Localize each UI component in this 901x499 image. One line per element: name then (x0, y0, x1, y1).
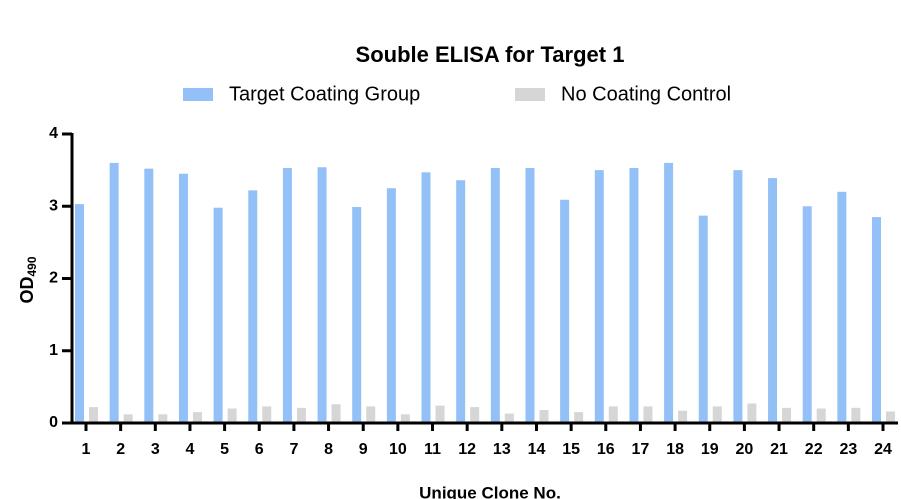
chart-title: Souble ELISA for Target 1 (356, 42, 625, 67)
bar (75, 204, 84, 423)
bar (296, 407, 306, 423)
y-axis-label-sub: 490 (25, 256, 39, 276)
bar (123, 414, 133, 423)
x-tick-label: 6 (255, 441, 264, 458)
y-tick-label: 0 (49, 414, 58, 431)
bar (248, 190, 258, 423)
bar (594, 170, 604, 423)
bar (539, 409, 549, 423)
bar (178, 173, 188, 423)
x-tick-label: 24 (874, 441, 892, 458)
legend-label: No Coating Control (561, 83, 731, 105)
bar (802, 206, 812, 423)
bar (470, 407, 480, 423)
bar (504, 413, 514, 423)
bar (366, 406, 376, 423)
bar (213, 207, 223, 423)
bar (400, 414, 410, 423)
x-tick-label: 7 (289, 441, 298, 458)
legend-label: Target Coating Group (229, 83, 420, 105)
x-tick-label: 19 (701, 441, 719, 458)
bar (386, 188, 396, 423)
bar (747, 403, 757, 423)
bar (317, 167, 327, 423)
x-axis-label: Unique Clone No. (419, 483, 561, 499)
x-tick-label: 4 (186, 441, 195, 458)
bar (712, 406, 722, 423)
x-tick-label: 12 (458, 441, 476, 458)
bar (886, 411, 895, 423)
x-tick-label: 22 (805, 441, 823, 458)
x-tick-label: 3 (151, 441, 160, 458)
bar (525, 167, 535, 423)
bar (560, 199, 570, 423)
bar (262, 406, 272, 423)
x-tick-label: 21 (770, 441, 788, 458)
bar (421, 172, 431, 423)
bar (782, 407, 792, 423)
x-tick-label: 10 (389, 441, 407, 458)
bar (331, 404, 341, 423)
bar (629, 167, 639, 423)
x-tick-label: 1 (82, 441, 91, 458)
y-axis-label: OD490 (17, 256, 39, 303)
bar (352, 206, 362, 423)
y-tick-label: 1 (49, 342, 58, 359)
bar (608, 406, 618, 423)
bar (227, 408, 237, 423)
legend-swatch (183, 88, 213, 101)
x-tick-label: 5 (220, 441, 229, 458)
x-tick-label: 13 (493, 441, 511, 458)
bar (490, 167, 500, 423)
x-tick-label: 20 (735, 441, 753, 458)
bar (664, 162, 674, 423)
bar (851, 407, 861, 423)
y-tick-label: 2 (49, 270, 58, 287)
legend-swatch (515, 88, 545, 101)
bar (698, 215, 708, 423)
bar (158, 414, 168, 423)
y-tick-label: 3 (49, 197, 58, 214)
bar (816, 408, 826, 423)
x-tick-label: 17 (632, 441, 650, 458)
x-tick-label: 2 (116, 441, 125, 458)
x-tick-label: 18 (666, 441, 684, 458)
bar (144, 168, 154, 423)
bar (456, 180, 466, 423)
bar (872, 217, 881, 423)
bar (643, 406, 653, 423)
bar (574, 412, 584, 423)
bar (837, 191, 847, 423)
x-tick-label: 23 (839, 441, 857, 458)
bar (733, 170, 743, 423)
y-tick-label: 4 (49, 125, 58, 142)
x-tick-label: 8 (324, 441, 333, 458)
bar (678, 410, 688, 423)
y-axis-label-main: OD (17, 277, 37, 304)
bar (768, 178, 778, 423)
bar (89, 407, 98, 423)
x-tick-label: 9 (359, 441, 368, 458)
x-tick-label: 15 (562, 441, 580, 458)
x-tick-label: 14 (528, 441, 546, 458)
x-tick-label: 11 (424, 441, 441, 458)
bar (109, 162, 119, 423)
bar (435, 405, 445, 423)
bar (192, 412, 202, 423)
x-tick-label: 16 (597, 441, 615, 458)
bar (282, 167, 292, 423)
